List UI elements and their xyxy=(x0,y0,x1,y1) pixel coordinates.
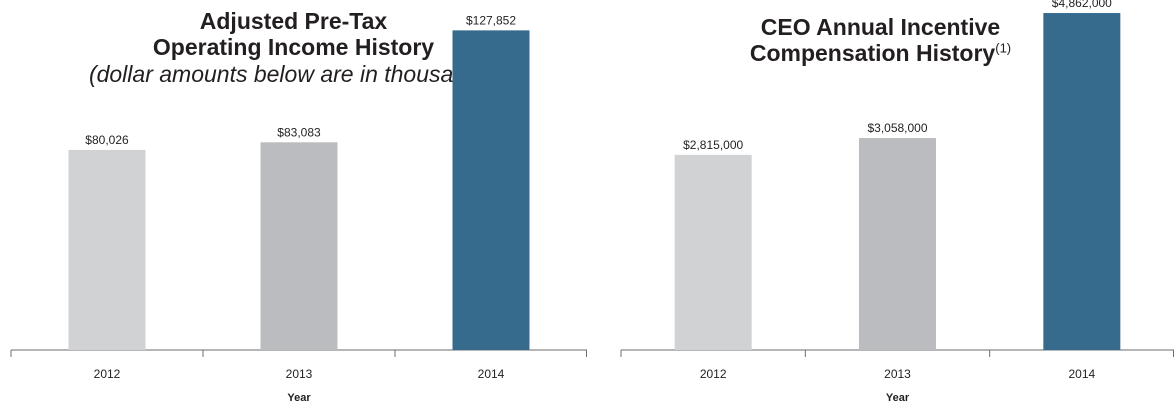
chart-panel-ceo-incentive: CEO Annual Incentive Compensation Histor… xyxy=(587,0,1174,404)
bar-chart-ceo-incentive: $2,815,000 2012 $3,058,000 2013 $4,862,000 20… xyxy=(620,0,1174,404)
chart-title-line-1: CEO Annual Incentive xyxy=(760,14,1001,40)
x-tick-label-2014: 2014 xyxy=(478,367,505,381)
footnote-marker: (1) xyxy=(995,40,1012,56)
bar-2013 xyxy=(859,138,936,350)
chart-panel-operating-income: Adjusted Pre-Tax Operating Income Histor… xyxy=(10,8,587,404)
bar-value-label-2013: $3,058,000 xyxy=(867,121,927,135)
chart-subtitle: (dollar amounts below are in thousands) xyxy=(88,61,499,87)
x-tick-label-2014: 2014 xyxy=(1068,367,1095,381)
bar-2013 xyxy=(260,142,338,350)
x-tick-label-2012: 2012 xyxy=(700,367,727,381)
x-axis-title: Year xyxy=(287,392,311,404)
x-tick-label-2012: 2012 xyxy=(94,367,121,381)
bar-value-label-2012: $2,815,000 xyxy=(683,138,743,152)
bar-2012 xyxy=(674,154,752,350)
bar-2014 xyxy=(1043,13,1121,351)
bar-value-label-2014: $127,852 xyxy=(466,13,516,27)
chart-title-line-1: Adjusted Pre-Tax xyxy=(199,8,388,34)
bar-value-label-2014: $4,862,000 xyxy=(1052,0,1112,10)
bar-chart-operating-income: $80,026 2012 $83,083 2013 $127,852 2014 Year xyxy=(10,13,587,404)
x-axis-title: Year xyxy=(886,392,910,404)
bar-2014 xyxy=(452,30,530,351)
bar-value-label-2013: $83,083 xyxy=(277,125,321,139)
chart-title-line-2: Compensation History(1) xyxy=(587,40,1174,66)
x-tick-label-2013: 2013 xyxy=(884,367,911,381)
bar-value-label-2012: $80,026 xyxy=(85,133,129,147)
chart-title-text: Compensation History xyxy=(749,40,996,66)
chart-title-line-2: Operating Income History xyxy=(152,34,435,60)
bar-2012 xyxy=(68,149,146,350)
x-tick-label-2013: 2013 xyxy=(286,367,313,381)
